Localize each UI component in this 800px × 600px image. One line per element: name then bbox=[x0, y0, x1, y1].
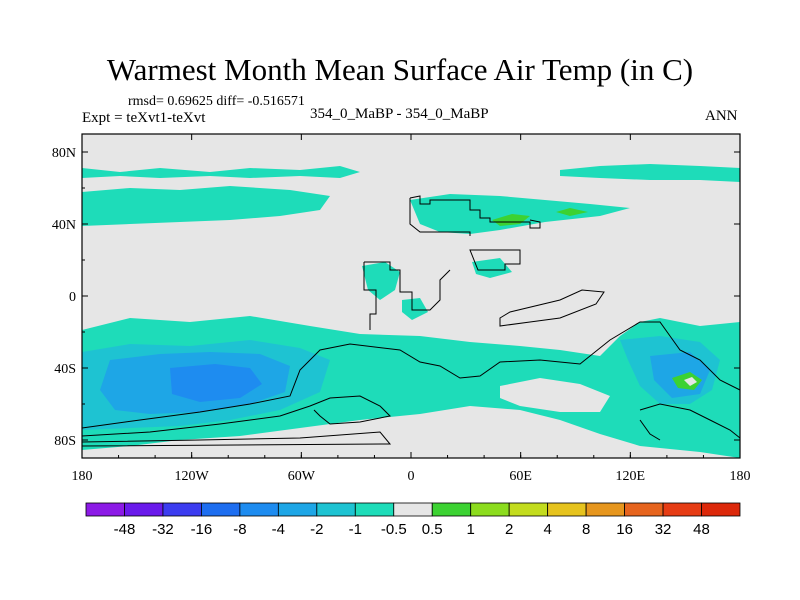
colorbar-swatch bbox=[470, 502, 510, 517]
colorbar-swatch bbox=[662, 502, 702, 517]
colorbar: -48 -32 -16 -8 -4 -2 -1 -0.5 0.5 1 2 4 8 16 32 48 bbox=[85, 502, 741, 538]
contour-fill-band-north2 bbox=[560, 164, 740, 182]
x-tick-label: 60E bbox=[509, 469, 532, 484]
y-tick-label: 80S bbox=[54, 434, 76, 449]
colorbar-label: 2 bbox=[505, 521, 513, 538]
contour-fill-band-north bbox=[82, 166, 360, 178]
contour-fill-arabia bbox=[472, 258, 512, 278]
y-tick-label: 0 bbox=[69, 290, 76, 305]
colorbar-label: 48 bbox=[693, 521, 710, 538]
colorbar-label: -16 bbox=[191, 521, 213, 538]
colorbar-swatch bbox=[354, 502, 395, 517]
continent-outline-arabia bbox=[469, 249, 521, 271]
contour-fill-positive-asia2 bbox=[556, 208, 588, 216]
difference-field bbox=[82, 134, 740, 458]
x-tick-label: 120E bbox=[616, 469, 646, 484]
x-tick-label: 0 bbox=[408, 469, 415, 484]
experiment-label: Expt = teXvt1-teXvt bbox=[82, 110, 206, 126]
colorbar-swatch bbox=[547, 502, 587, 517]
contour-fill-positive-asia bbox=[492, 214, 530, 226]
x-tick-label: 120W bbox=[175, 469, 210, 484]
colorbar-label: 4 bbox=[543, 521, 551, 538]
case-comparison-label: 354_0_MaBP - 354_0_MaBP bbox=[310, 106, 489, 122]
continent-outline-south bbox=[81, 321, 741, 447]
rmsd-diff-stats: rmsd= 0.69625 diff= -0.516571 bbox=[128, 94, 305, 109]
colorbar-swatch bbox=[277, 502, 318, 517]
colorbar-swatch bbox=[201, 502, 241, 517]
contour-fill-gap-africa bbox=[500, 378, 610, 412]
colorbar-label: -8 bbox=[233, 521, 246, 538]
colorbar-label: 1 bbox=[467, 521, 475, 538]
colorbar-swatch bbox=[701, 502, 741, 517]
contour-fill-white-spot bbox=[684, 377, 697, 386]
colorbar-label: -0.5 bbox=[381, 521, 407, 538]
colorbar-swatch bbox=[431, 502, 472, 517]
continent-outlines bbox=[81, 195, 741, 447]
x-tick-label: 180 bbox=[72, 469, 93, 484]
contour-fill-band-40n bbox=[82, 186, 330, 226]
x-axis: 180 120W 60W 0 60E 120E 180 bbox=[72, 134, 751, 484]
y-tick-label: 80N bbox=[52, 146, 76, 161]
x-tick-label: 180 bbox=[730, 469, 751, 484]
contour-fill-tropic-small bbox=[402, 298, 428, 320]
y-tick-label: 40S bbox=[54, 362, 76, 377]
colorbar-label: -48 bbox=[114, 521, 136, 538]
colorbar-label: 8 bbox=[582, 521, 590, 538]
x-tick-label: 60W bbox=[288, 469, 316, 484]
y-axis: 80N 40N 0 40S 80S bbox=[52, 146, 740, 449]
continent-outline-north bbox=[409, 195, 541, 236]
continent-outline-tropic bbox=[363, 261, 451, 330]
plot-title: Warmest Month Mean Surface Air Temp (in … bbox=[106, 52, 694, 87]
season-label: ANN bbox=[705, 108, 738, 124]
colorbar-swatch bbox=[239, 502, 279, 517]
colorbar-swatch bbox=[508, 502, 549, 517]
colorbar-label: -4 bbox=[272, 521, 285, 538]
colorbar-swatch bbox=[124, 502, 164, 517]
colorbar-label: 32 bbox=[655, 521, 672, 538]
colorbar-swatch bbox=[85, 502, 125, 517]
colorbar-swatch bbox=[162, 502, 202, 517]
colorbar-swatch bbox=[624, 502, 664, 517]
colorbar-swatch bbox=[393, 502, 433, 517]
colorbar-swatch bbox=[585, 502, 625, 517]
y-tick-label: 40N bbox=[52, 218, 76, 233]
colorbar-label: -2 bbox=[310, 521, 323, 538]
colorbar-label: -32 bbox=[152, 521, 174, 538]
colorbar-label: 16 bbox=[616, 521, 633, 538]
colorbar-swatch bbox=[316, 502, 356, 517]
colorbar-label: 0.5 bbox=[422, 521, 443, 538]
contour-fill-asia bbox=[410, 194, 630, 234]
continent-outline-india bbox=[499, 289, 605, 327]
colorbar-label: -1 bbox=[349, 521, 362, 538]
contour-fill-level-minus4 bbox=[170, 364, 262, 402]
